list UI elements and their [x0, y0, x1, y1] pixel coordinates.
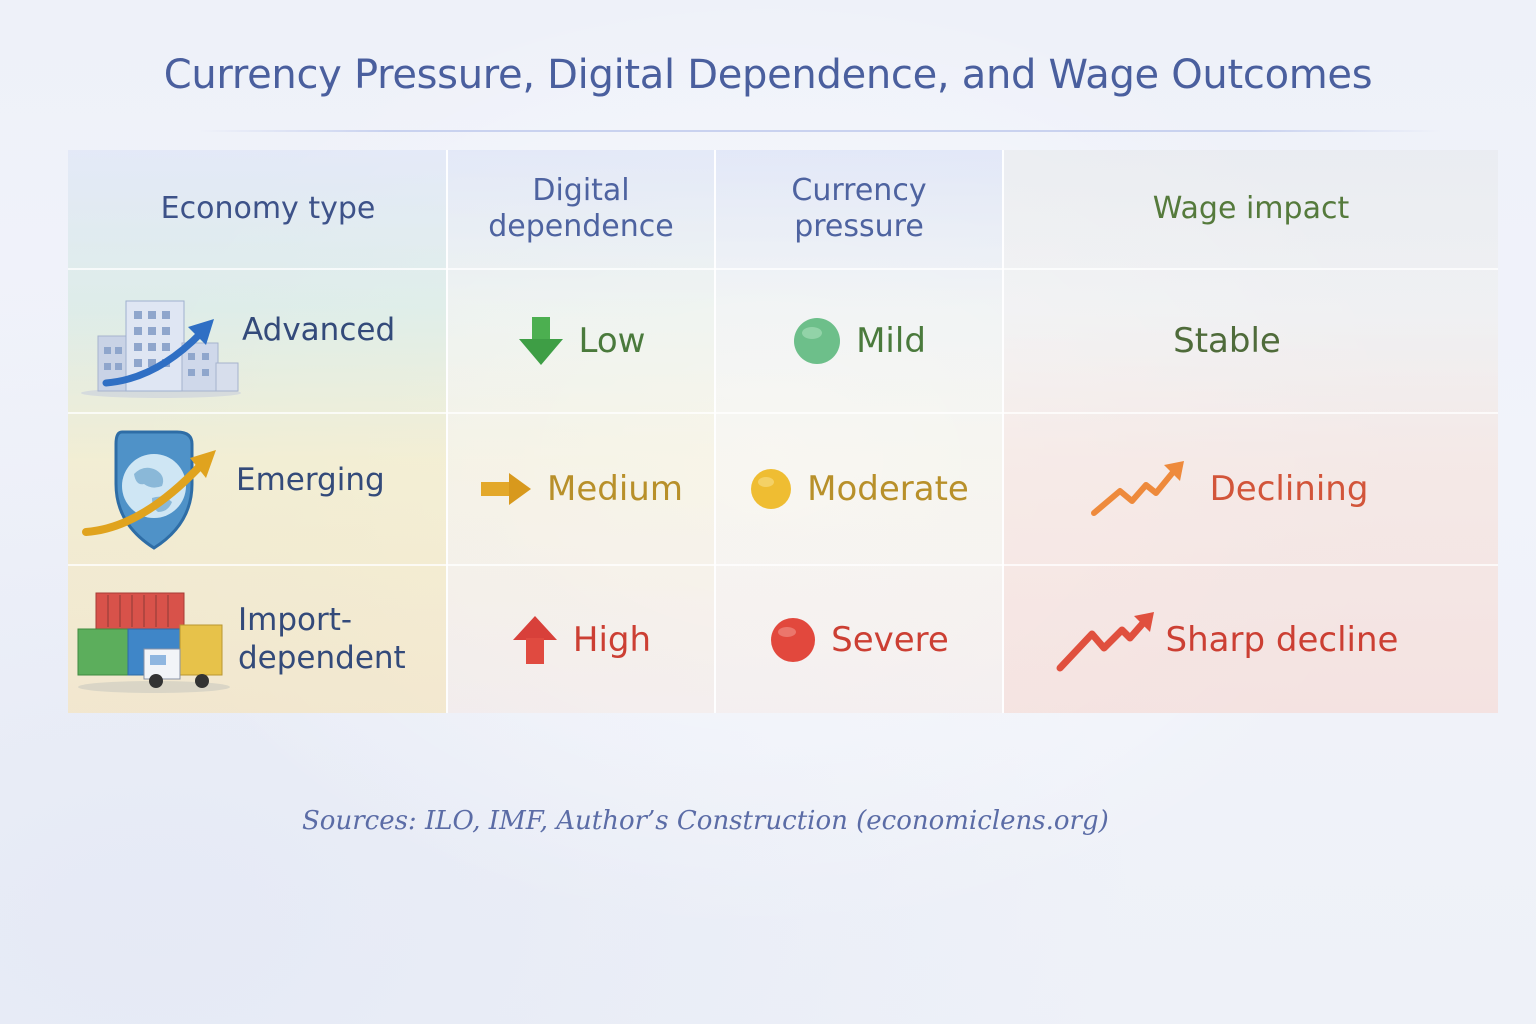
digital-value-import-dependent: High: [572, 619, 652, 660]
row-emerging-currency: Moderate: [716, 414, 1002, 564]
globe-shield-icon: [82, 430, 216, 550]
header-economy-type: Economy type: [68, 150, 468, 268]
header-economy-type-label: Economy type: [160, 191, 376, 226]
title-divider: [200, 130, 1440, 132]
green-dot-icon: [794, 318, 841, 364]
row-emerging-digital: Medium: [448, 414, 714, 564]
wage-value-import-dependent: Sharp decline: [1165, 619, 1399, 660]
currency-value-import-dependent: Severe: [831, 619, 949, 660]
digital-value-advanced: Low: [578, 321, 646, 361]
row-emerging-economy: Emerging: [68, 414, 446, 564]
row-import-dependent-wage: Sharp decline: [1004, 566, 1450, 713]
header-digital-dependence: Digital dependence: [448, 150, 714, 268]
wage-value-advanced: Stable: [1173, 321, 1281, 361]
header-digital-dependence-label: Digital dependence: [488, 173, 674, 244]
column-bg-currency: [716, 150, 1002, 713]
column-divider: [1002, 150, 1004, 713]
red-dot-icon: [771, 617, 816, 662]
column-bg-wage: [1004, 150, 1498, 713]
arrow-up-icon: [512, 615, 557, 664]
header-wage-impact-label: Wage impact: [1152, 191, 1350, 226]
row-label-import-dependent: Import-dependent: [238, 602, 406, 676]
row-advanced-wage: Stable: [1004, 270, 1450, 412]
row-import-dependent-digital: High: [448, 566, 714, 713]
row-divider: [68, 412, 1498, 414]
row-advanced-digital: Low: [448, 270, 714, 412]
digital-value-emerging: Medium: [547, 469, 683, 509]
column-divider: [446, 150, 448, 713]
page-title: Currency Pressure, Digital Dependence, a…: [163, 52, 1373, 98]
column-divider: [714, 150, 716, 713]
yellow-dot-icon: [751, 469, 792, 509]
trend-sharp-icon: [1056, 611, 1154, 671]
row-import-dependent-economy: Import-dependent: [68, 566, 446, 713]
row-divider: [68, 268, 1498, 270]
currency-value-advanced: Mild: [856, 321, 926, 361]
shipping-containers-icon: [77, 592, 230, 693]
sources-note: Sources: ILO, IMF, Author’s Construction…: [302, 806, 1109, 836]
header-currency-pressure: Currency pressure: [716, 150, 1002, 268]
arrow-down-icon: [518, 317, 563, 365]
row-emerging-wage: Declining: [1004, 414, 1450, 564]
arrow-right-icon: [481, 473, 532, 505]
row-label-emerging: Emerging: [236, 462, 385, 499]
row-import-dependent-currency: Severe: [716, 566, 1002, 713]
column-bg-digital: [448, 150, 714, 713]
header-wage-impact: Wage impact: [1004, 150, 1498, 268]
currency-value-emerging: Moderate: [807, 469, 969, 509]
row-divider: [68, 564, 1498, 566]
city-growth-icon: [81, 300, 241, 398]
wage-value-emerging: Declining: [1209, 469, 1369, 509]
row-label-advanced: Advanced: [242, 312, 396, 349]
trend-zigzag-icon: [1090, 461, 1184, 516]
header-currency-pressure-label: Currency pressure: [791, 173, 927, 244]
row-advanced-currency: Mild: [716, 270, 1002, 412]
row-advanced-economy: Advanced: [68, 270, 446, 412]
comparison-table: Economy type Digital dependence Currency…: [68, 150, 1498, 713]
